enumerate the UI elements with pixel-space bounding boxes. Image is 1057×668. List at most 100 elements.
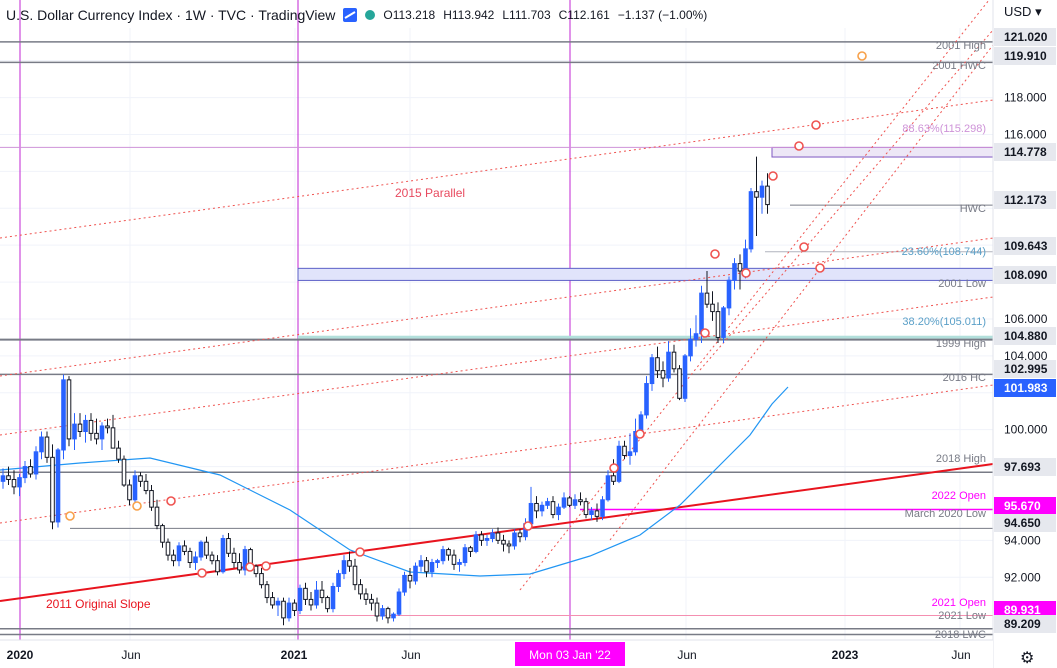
candle-body	[550, 501, 556, 516]
candle-body	[66, 379, 72, 440]
currency-label: USD	[1004, 4, 1032, 19]
candle	[83, 414, 88, 443]
candle	[341, 555, 347, 580]
candle	[314, 580, 319, 609]
price-label: 97.693	[1004, 460, 1041, 474]
candle	[22, 461, 28, 484]
candle	[468, 545, 473, 557]
symbol-title[interactable]: U.S. Dollar Currency Index · 1W · TVC · …	[6, 7, 336, 23]
candle-body	[556, 506, 561, 516]
candle-body	[226, 538, 231, 554]
candle	[143, 473, 149, 495]
candle	[512, 529, 517, 550]
candle-body	[484, 538, 490, 541]
candle	[759, 180, 765, 214]
candle-body	[429, 562, 435, 573]
candle	[473, 531, 479, 554]
candle	[275, 597, 281, 617]
candle	[292, 599, 297, 617]
candle-body	[424, 560, 429, 573]
chart-annotations: 2015 Parallel 2011 Original Slope	[46, 186, 465, 611]
price-label-bg	[994, 191, 1056, 209]
touch-marker	[245, 562, 255, 572]
candle-body	[468, 547, 473, 552]
candle-body	[633, 431, 638, 453]
candle-body	[407, 574, 413, 582]
candle-body	[231, 552, 237, 564]
candle	[671, 344, 677, 373]
candle-body	[99, 425, 105, 440]
candle	[281, 597, 286, 626]
candle	[11, 470, 17, 495]
level-label: 2021 Low	[938, 610, 986, 622]
zone-88-fib	[771, 146, 994, 158]
candle	[308, 592, 314, 611]
currency-selector[interactable]: USD ▾	[1004, 4, 1042, 19]
candle-body	[534, 502, 539, 512]
candle	[605, 470, 611, 502]
price-tick-label: 104.000	[1004, 349, 1048, 363]
candle-body	[171, 554, 176, 562]
candle-body	[215, 560, 220, 573]
zone-38-fib	[298, 335, 993, 339]
level-label: 38.20%(105.011)	[902, 316, 986, 328]
candle-body	[572, 499, 578, 506]
price-label: 89.931	[1004, 603, 1041, 617]
candle-body	[561, 497, 567, 508]
candle-body	[39, 436, 44, 453]
candle	[666, 341, 671, 382]
market-status-icon	[365, 10, 376, 20]
time-label: Jun	[677, 648, 696, 662]
price-label: 89.209	[1004, 617, 1041, 631]
candle-body	[352, 565, 358, 586]
candle-body	[325, 597, 330, 610]
candle-body	[110, 427, 116, 449]
candle-body	[165, 541, 171, 556]
candle-body	[94, 432, 99, 440]
candle-body	[308, 598, 314, 606]
gear-icon[interactable]: ⚙	[1020, 650, 1035, 667]
candle	[677, 365, 682, 401]
level-label: 2016 HC	[943, 372, 986, 384]
channel-line	[609, 44, 994, 541]
candle	[6, 466, 11, 486]
candle	[501, 534, 506, 552]
candle	[171, 549, 176, 567]
candle	[622, 440, 627, 460]
candle	[440, 545, 446, 565]
candle	[616, 440, 622, 484]
candle-body	[743, 248, 748, 272]
trend-lines	[0, 0, 994, 602]
candle	[132, 470, 138, 504]
candle	[17, 473, 22, 497]
candle-body	[638, 414, 644, 433]
touch-marker	[166, 496, 176, 506]
candle	[44, 431, 50, 463]
candle-body	[512, 532, 517, 547]
candle-body	[88, 419, 94, 434]
candle-body	[594, 510, 600, 517]
candle	[424, 556, 429, 578]
candle	[660, 361, 666, 388]
touch-marker	[815, 263, 825, 273]
candle-body	[435, 560, 440, 564]
parallel-line	[0, 237, 994, 377]
candle-body	[116, 447, 121, 460]
price-label-bg	[994, 266, 1056, 284]
candle	[737, 254, 743, 290]
candle-body	[369, 598, 374, 604]
candle-body	[567, 497, 572, 506]
level-label: 2001 HWC	[932, 60, 986, 72]
price-label-bg	[994, 360, 1056, 378]
candle-body	[50, 456, 55, 523]
candle	[215, 555, 220, 576]
candle	[710, 291, 715, 321]
candle-body	[143, 480, 149, 492]
candle	[550, 496, 556, 519]
candle	[539, 501, 545, 517]
candle-body	[330, 585, 336, 610]
candle-body	[501, 539, 506, 545]
touch-marker	[355, 547, 365, 557]
